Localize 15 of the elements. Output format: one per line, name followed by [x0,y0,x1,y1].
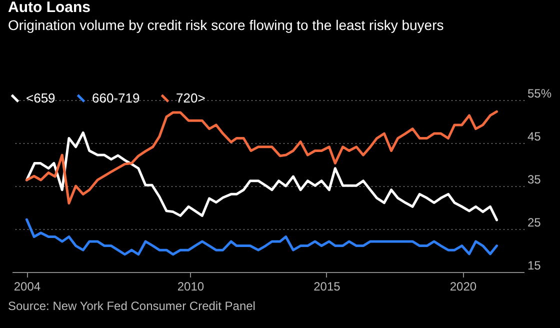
source-note: Source: New York Fed Consumer Credit Panel [8,299,256,313]
y-tick-label: 15 [528,258,542,272]
x-tick-label: 2015 [314,280,341,294]
x-tick-label: 2010 [177,280,204,294]
y-tick-label: 45 [528,130,542,144]
legend-label: <659 [26,90,56,106]
legend-label: 660-719 [92,90,140,106]
legend-label: 720> [176,90,206,106]
x-tick-label: 2020 [450,280,477,294]
y-tick-label: 25 [528,216,542,230]
x-tick-label: 2004 [14,280,41,294]
chart-title: Auto Loans [8,0,90,16]
y-tick-label: 55% [528,86,552,100]
chart-subtitle: Origination volume by credit risk score flowing to the least risky buyers [8,17,444,33]
y-tick-label: 35 [528,172,542,186]
